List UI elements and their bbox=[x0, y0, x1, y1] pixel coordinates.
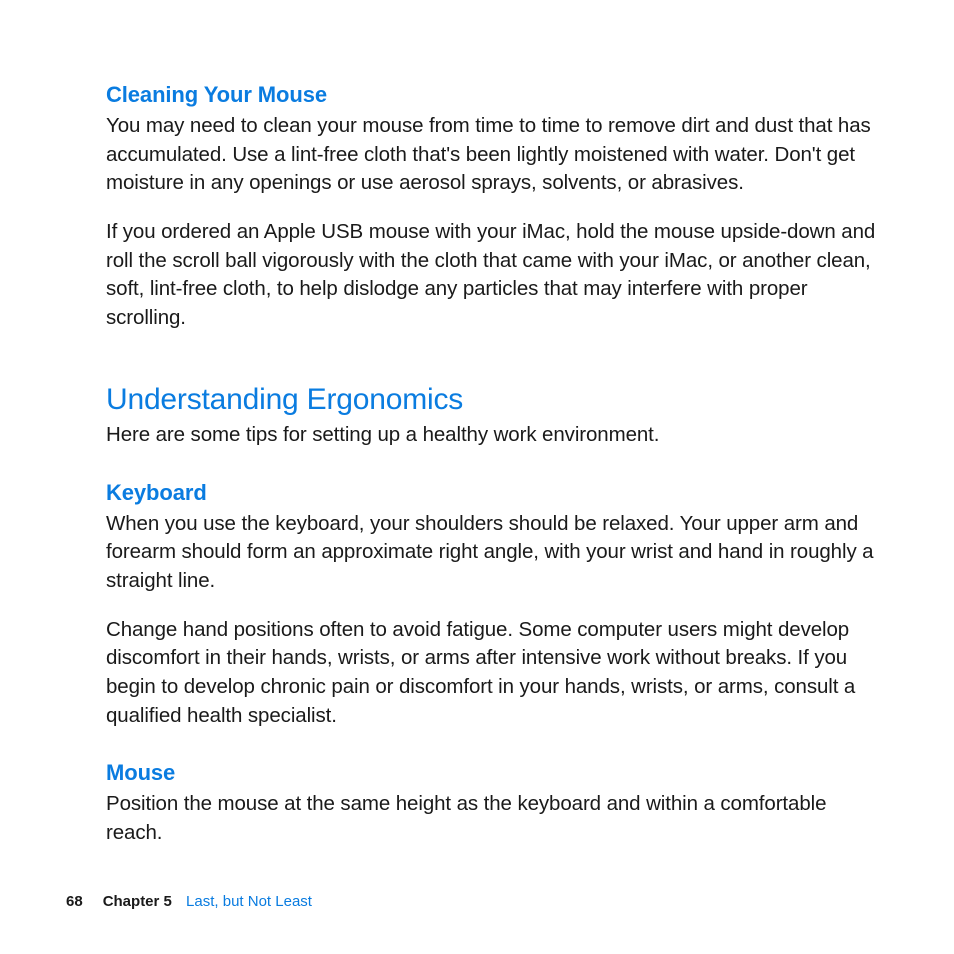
heading-cleaning-mouse: Cleaning Your Mouse bbox=[106, 82, 876, 108]
section-cleaning-mouse: Cleaning Your Mouse You may need to clea… bbox=[106, 82, 876, 333]
page-number: 68 bbox=[66, 893, 83, 910]
paragraph: When you use the keyboard, your shoulder… bbox=[106, 510, 876, 596]
heading-keyboard: Keyboard bbox=[106, 480, 876, 506]
paragraph: You may need to clean your mouse from ti… bbox=[106, 112, 876, 198]
section-mouse: Mouse Position the mouse at the same hei… bbox=[106, 760, 876, 847]
page-footer: 68 Chapter 5 Last, but Not Least bbox=[66, 893, 312, 910]
chapter-title: Last, but Not Least bbox=[186, 893, 312, 910]
chapter-label: Chapter 5 bbox=[103, 893, 172, 910]
document-page: Cleaning Your Mouse You may need to clea… bbox=[0, 0, 954, 954]
paragraph: If you ordered an Apple USB mouse with y… bbox=[106, 218, 876, 333]
paragraph: Here are some tips for setting up a heal… bbox=[106, 421, 876, 450]
paragraph: Position the mouse at the same height as… bbox=[106, 790, 876, 847]
heading-mouse: Mouse bbox=[106, 760, 876, 786]
heading-ergonomics: Understanding Ergonomics bbox=[106, 383, 876, 417]
chapter-reference: Chapter 5 Last, but Not Least bbox=[103, 893, 312, 910]
section-keyboard: Keyboard When you use the keyboard, your… bbox=[106, 480, 876, 731]
paragraph: Change hand positions often to avoid fat… bbox=[106, 616, 876, 731]
